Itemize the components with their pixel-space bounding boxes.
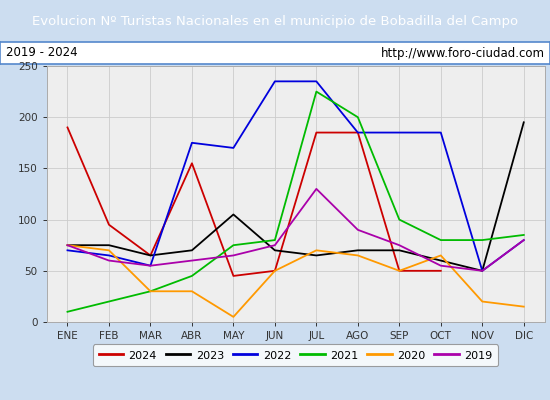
Text: 2019 - 2024: 2019 - 2024	[6, 46, 77, 60]
Text: http://www.foro-ciudad.com: http://www.foro-ciudad.com	[381, 46, 544, 60]
Legend: 2024, 2023, 2022, 2021, 2020, 2019: 2024, 2023, 2022, 2021, 2020, 2019	[93, 344, 498, 366]
Text: Evolucion Nº Turistas Nacionales en el municipio de Bobadilla del Campo: Evolucion Nº Turistas Nacionales en el m…	[32, 14, 518, 28]
